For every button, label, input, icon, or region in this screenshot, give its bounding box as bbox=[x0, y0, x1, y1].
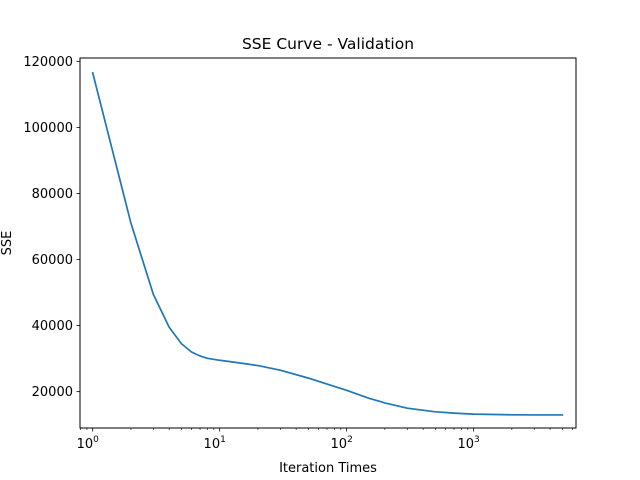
y-tick-label: 120000 bbox=[23, 55, 73, 70]
y-tick-label: 40000 bbox=[32, 319, 73, 334]
x-tick-label: 103 bbox=[457, 435, 479, 452]
y-axis-label: SSE bbox=[0, 231, 15, 256]
series-group bbox=[91, 71, 564, 416]
series-line bbox=[91, 71, 564, 416]
plot-area bbox=[80, 58, 576, 428]
chart-title: SSE Curve - Validation bbox=[242, 35, 414, 53]
x-tick-label: 102 bbox=[331, 435, 353, 452]
x-tick-label: 101 bbox=[204, 435, 226, 452]
y-tick-label: 20000 bbox=[32, 385, 73, 400]
plot-frame bbox=[79, 57, 577, 429]
y-tick-label: 80000 bbox=[32, 187, 73, 202]
x-axis-label: Iteration Times bbox=[279, 461, 377, 476]
x-tick-label: 100 bbox=[77, 435, 100, 452]
y-tick-label: 100000 bbox=[23, 121, 73, 136]
axis-ticks: 20000 40000 60000 80000 100000 120000 100 101 10… bbox=[23, 55, 573, 452]
y-tick-label: 60000 bbox=[32, 253, 73, 268]
